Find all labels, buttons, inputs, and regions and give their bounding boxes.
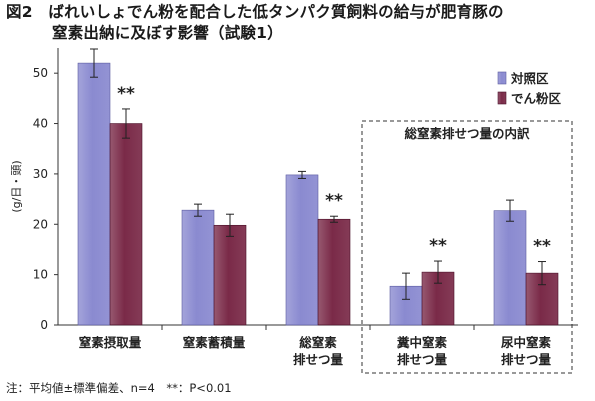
bar-control — [181, 209, 215, 326]
breakdown-box — [361, 120, 573, 374]
significance-marker: ** — [533, 237, 551, 257]
x-category-label-line2: 排せつ量 — [293, 352, 344, 367]
bar-starch — [213, 224, 247, 326]
bar-control — [77, 62, 111, 326]
bar-starch — [109, 123, 143, 326]
x-category-label: 糞中窒素 — [396, 335, 448, 350]
y-tick-label: 0 — [40, 318, 48, 332]
y-tick-label: 20 — [33, 217, 48, 231]
title-line-2: 窒素出納に及ぼす影響（試験1） — [52, 24, 283, 42]
significance-marker: ** — [325, 191, 343, 211]
bar-control — [493, 210, 527, 326]
x-category-label: 尿中窒素 — [501, 335, 552, 350]
x-category-label-line2: 排せつ量 — [397, 352, 448, 367]
chart-bars: ** ** ** ** — [77, 48, 559, 326]
chart-title: 図2 ばれいしょでん粉を配合した低タンパク質飼料の給与が肥育豚の 窒素出納に及ぼ… — [6, 2, 504, 44]
y-tick-label: 50 — [33, 66, 48, 80]
footnote: 注：平均値±標準偏差、n=4 **：P<0.01 — [6, 381, 232, 395]
bar-starch — [317, 218, 351, 326]
significance-marker: ** — [429, 236, 447, 256]
breakdown-box-title: 総窒素排せつ量の内訳 — [404, 126, 530, 141]
bar-control — [285, 174, 319, 326]
significance-marker: ** — [117, 84, 135, 104]
legend-label-control: 対照区 — [510, 71, 549, 86]
x-category-label: 窒素摂取量 — [79, 335, 142, 350]
y-tick-label: 30 — [33, 167, 48, 181]
x-category-label: 窒素蓄積量 — [183, 335, 246, 350]
y-axis-label: (g/日・頭) — [10, 160, 23, 212]
legend-swatch-starch — [497, 91, 507, 105]
x-category-label-line2: 排せつ量 — [501, 352, 552, 367]
y-tick-label: 10 — [33, 268, 48, 282]
x-category-label: 総窒素 — [299, 335, 337, 350]
y-tick-label: 40 — [33, 117, 48, 131]
legend-swatch-control — [497, 71, 507, 85]
legend-label-starch: でん粉区 — [511, 91, 562, 106]
title-line-1: 図2 ばれいしょでん粉を配合した低タンパク質飼料の給与が肥育豚の — [6, 3, 504, 21]
